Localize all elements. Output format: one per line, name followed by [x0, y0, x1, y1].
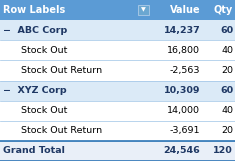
- Text: 24,546: 24,546: [164, 147, 200, 155]
- Bar: [0, 101, 235, 121]
- Bar: [0, 121, 235, 141]
- Text: Stock Out Return: Stock Out Return: [3, 66, 102, 75]
- Text: Stock Out Return: Stock Out Return: [3, 126, 102, 135]
- Text: 60: 60: [220, 86, 233, 95]
- Bar: [0, 20, 235, 40]
- Text: ▼: ▼: [141, 8, 146, 13]
- Text: 20: 20: [221, 126, 233, 135]
- Text: 10,309: 10,309: [164, 86, 200, 95]
- Bar: [0, 40, 235, 60]
- Text: 16,800: 16,800: [167, 46, 200, 55]
- Text: 60: 60: [220, 26, 233, 35]
- Text: Stock Out: Stock Out: [3, 46, 67, 55]
- Bar: [0, 0, 235, 20]
- Text: 14,000: 14,000: [167, 106, 200, 115]
- Text: Qty: Qty: [214, 5, 233, 15]
- Text: −  ABC Corp: − ABC Corp: [3, 26, 67, 35]
- Text: 40: 40: [221, 106, 233, 115]
- Text: Stock Out: Stock Out: [3, 106, 67, 115]
- Text: Value: Value: [170, 5, 200, 15]
- Text: -2,563: -2,563: [170, 66, 200, 75]
- Text: 20: 20: [221, 66, 233, 75]
- Text: 40: 40: [221, 46, 233, 55]
- Text: -3,691: -3,691: [170, 126, 200, 135]
- FancyBboxPatch shape: [138, 5, 149, 15]
- Text: Grand Total: Grand Total: [3, 147, 65, 155]
- Text: −  XYZ Corp: − XYZ Corp: [3, 86, 67, 95]
- Bar: [0, 60, 235, 80]
- Bar: [0, 80, 235, 101]
- Bar: [0, 141, 235, 161]
- Text: Row Labels: Row Labels: [3, 5, 65, 15]
- Text: 120: 120: [213, 147, 233, 155]
- Text: 14,237: 14,237: [164, 26, 200, 35]
